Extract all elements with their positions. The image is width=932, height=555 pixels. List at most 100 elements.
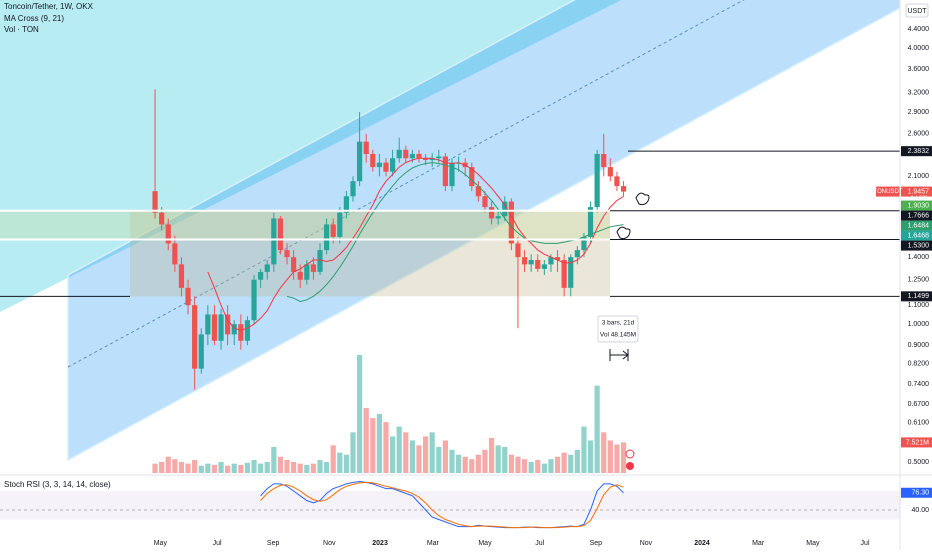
volume-bar bbox=[284, 459, 290, 473]
volume-bar bbox=[462, 456, 468, 473]
event-icon[interactable] bbox=[626, 462, 634, 470]
candle-body bbox=[429, 158, 435, 160]
x-tick-label: Jul bbox=[535, 540, 544, 547]
symbol-tag: TONUSDT bbox=[874, 189, 903, 195]
candle-body bbox=[521, 257, 528, 265]
currency[interactable]: USDT bbox=[907, 8, 927, 15]
price-label-box bbox=[901, 220, 932, 231]
candle-body bbox=[198, 334, 204, 369]
candle-body bbox=[515, 243, 521, 258]
y-tick-label: 2.1000 bbox=[908, 173, 930, 180]
x-tick-label: May bbox=[806, 540, 820, 547]
volume-bar bbox=[389, 436, 396, 473]
candle-body bbox=[436, 156, 442, 159]
channel-midline bbox=[67, 0, 745, 368]
volume-bar bbox=[508, 454, 514, 473]
candle-body bbox=[488, 207, 495, 219]
candle-body bbox=[152, 191, 158, 213]
candle-body bbox=[337, 212, 343, 237]
candle-body bbox=[211, 314, 218, 341]
volume-bar bbox=[343, 454, 350, 473]
stoch-band bbox=[0, 491, 900, 520]
candle-body bbox=[165, 224, 171, 244]
candle-body bbox=[310, 264, 317, 272]
volume-bar bbox=[574, 449, 580, 473]
candle-body bbox=[350, 181, 356, 197]
volume-bar bbox=[211, 464, 218, 473]
volume-bar bbox=[165, 456, 171, 473]
volume-bar bbox=[409, 440, 415, 473]
volume-bar bbox=[271, 446, 277, 473]
volume-bar bbox=[515, 456, 521, 473]
candle-body bbox=[495, 216, 501, 219]
price-label-box bbox=[901, 146, 932, 157]
volume-bar bbox=[264, 462, 270, 473]
volume-bar bbox=[442, 440, 448, 473]
candle-body bbox=[389, 158, 396, 172]
candle-body bbox=[324, 224, 330, 251]
volume-bar bbox=[587, 440, 594, 473]
candle-body bbox=[508, 201, 514, 244]
candle-body bbox=[502, 201, 508, 217]
price-label-box bbox=[901, 210, 932, 221]
volume-label-box bbox=[901, 437, 932, 448]
x-tick-label: Sep bbox=[590, 540, 603, 547]
x-tick-label: May bbox=[478, 540, 492, 547]
y-tick-label: 2.9000 bbox=[908, 109, 930, 116]
volume-bar bbox=[594, 385, 600, 473]
price-label-box bbox=[901, 186, 932, 197]
candle-body bbox=[370, 153, 376, 168]
volume-bar bbox=[277, 456, 284, 473]
range-box bbox=[130, 210, 610, 297]
volume-bar bbox=[535, 459, 541, 473]
volume-bar bbox=[449, 449, 455, 473]
candle-body bbox=[475, 186, 481, 197]
upper-zone bbox=[0, 0, 622, 312]
symbol-tag-box bbox=[876, 186, 900, 197]
candle-body bbox=[225, 314, 231, 335]
x-tick-label: 2023 bbox=[372, 540, 388, 547]
candle-body bbox=[192, 305, 198, 369]
candle-body bbox=[251, 279, 257, 321]
volume-bar bbox=[568, 454, 574, 473]
y-tick-label: 3.2000 bbox=[908, 89, 930, 96]
candle-body bbox=[581, 236, 587, 251]
volume-bar bbox=[258, 463, 264, 473]
candle-body bbox=[403, 149, 409, 159]
candle-body bbox=[317, 250, 323, 272]
y-tick-label: 4.0000 bbox=[908, 45, 930, 52]
y-tick-label: 0.7400 bbox=[908, 381, 930, 388]
y-tick-label: 0.5000 bbox=[908, 459, 930, 466]
price-label: 1.5300 bbox=[908, 242, 930, 249]
candle-body bbox=[258, 271, 264, 280]
candle-body bbox=[357, 141, 363, 182]
candle-body bbox=[620, 186, 627, 192]
currency-box[interactable] bbox=[905, 3, 929, 18]
candle-body bbox=[264, 264, 270, 272]
candle-body bbox=[159, 212, 165, 225]
candle-body bbox=[601, 153, 607, 168]
candle-body bbox=[561, 260, 567, 288]
stoch-label: 76.30 bbox=[911, 490, 929, 497]
y-tick-label: 2.6000 bbox=[908, 131, 930, 138]
icon bbox=[616, 226, 631, 240]
volume-bar bbox=[304, 464, 310, 473]
y-tick-label: 4.4000 bbox=[908, 26, 930, 33]
volume-bar bbox=[554, 456, 561, 473]
volume-bar bbox=[614, 444, 620, 473]
volume-bar bbox=[192, 459, 198, 473]
volume-bar bbox=[416, 445, 422, 473]
volume-bar bbox=[225, 465, 231, 473]
volume-bar bbox=[185, 463, 191, 473]
volume-bar bbox=[436, 446, 442, 473]
event-icon[interactable] bbox=[625, 449, 635, 459]
candle-body bbox=[172, 243, 178, 265]
candle-body bbox=[396, 149, 402, 159]
range-band bbox=[0, 210, 610, 240]
volume-bar bbox=[172, 459, 178, 473]
candle-body bbox=[607, 167, 613, 177]
candle-body bbox=[297, 271, 303, 280]
price-label-box bbox=[901, 291, 932, 302]
volume-bar bbox=[251, 459, 257, 473]
